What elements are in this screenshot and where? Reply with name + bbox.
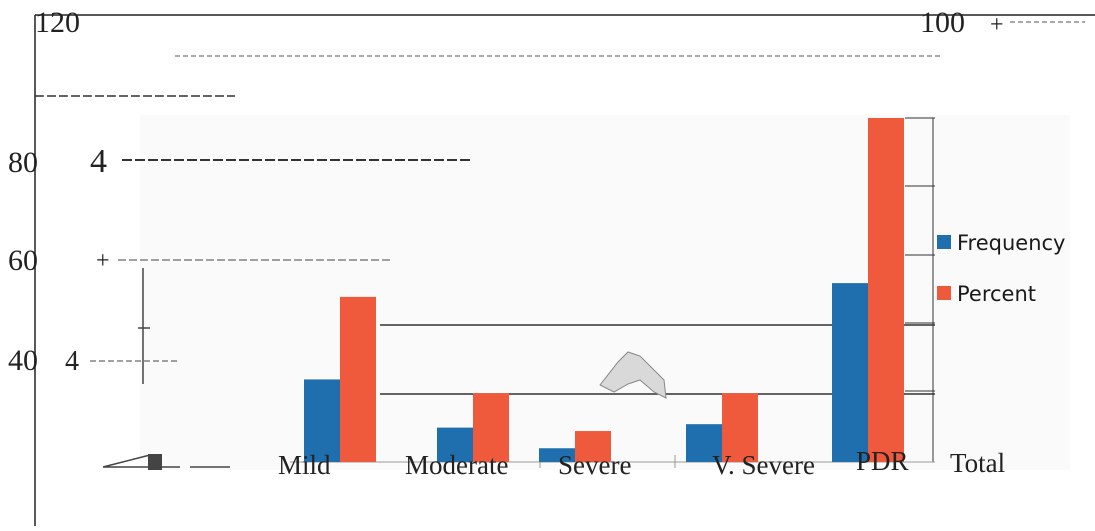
category-label: PDR (856, 446, 909, 476)
bar-percent-v-severe (722, 393, 758, 462)
y-tick-label: 80 (8, 146, 38, 179)
bar-frequency-v-severe (686, 424, 722, 462)
category-label: Mild (278, 450, 331, 480)
y-tick-label: 40 (8, 344, 38, 377)
y-tick-label: 60 (8, 244, 38, 277)
y-tick-label: 100 (920, 6, 965, 39)
legend-label-percent: Percent (957, 282, 1036, 306)
torn-paper-mark (599, 351, 667, 399)
arrow-mark-block (148, 454, 162, 470)
bar-percent-severe (575, 431, 611, 462)
category-label: Severe (558, 450, 631, 480)
bar-frequency-moderate (437, 427, 473, 462)
legend-swatch-frequency (937, 235, 951, 249)
bar-frequency-mild (304, 379, 340, 462)
bar-percent-mild (340, 296, 376, 462)
bars-group (304, 118, 904, 462)
bar-percent-moderate (473, 393, 509, 462)
tick-glyph: 4 (65, 346, 79, 377)
legend-swatch-percent (937, 286, 951, 300)
category-label: Moderate (405, 450, 508, 480)
y-tick-label: 120 (35, 6, 80, 39)
legend: Frequency Percent (937, 231, 1066, 306)
category-label-total: Total (950, 448, 1005, 478)
tick-glyph: 4 (90, 143, 107, 180)
category-label: V. Severe (712, 450, 815, 480)
bar-percent-pdr (868, 118, 904, 462)
bar-frequency-severe (539, 448, 575, 462)
tick-glyph: + (96, 248, 110, 274)
legend-label-frequency: Frequency (957, 231, 1066, 255)
plot-background (140, 115, 1070, 470)
bar-frequency-pdr (832, 283, 868, 462)
tick-glyph: + (990, 12, 1004, 38)
